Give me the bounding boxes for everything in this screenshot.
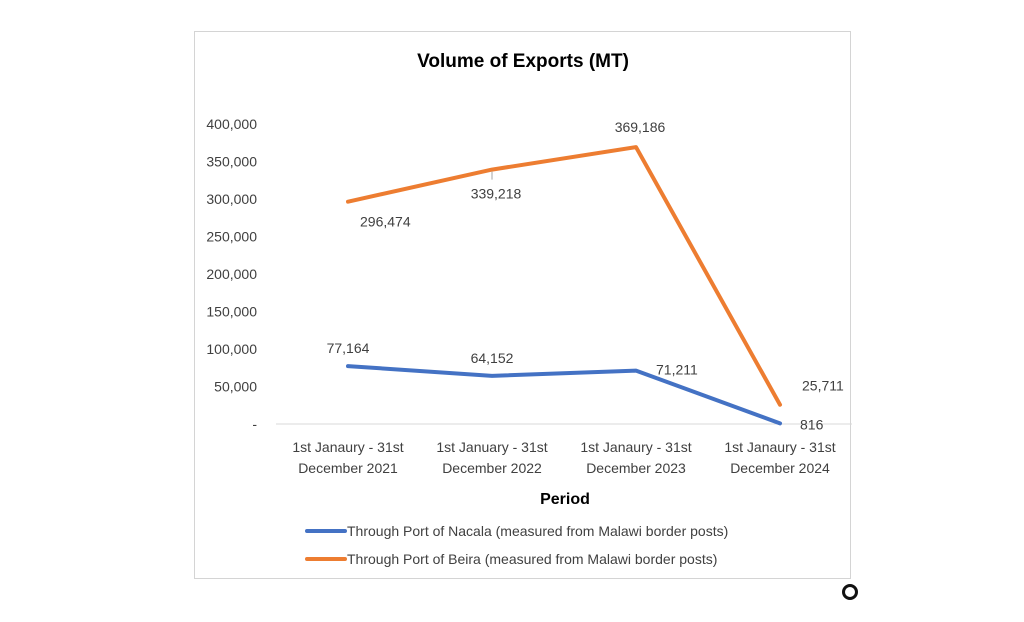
y-tick-label: 100,000 (206, 341, 257, 357)
x-tick-label: 1st Janaury - 31st December 2024 (724, 439, 835, 476)
data-label: 339,218 (471, 186, 522, 202)
x-tick-label-line: December 2023 (586, 460, 686, 476)
series-lines (346, 145, 782, 426)
x-tick-label-line: 1st January - 31st (436, 439, 547, 455)
legend-label: Through Port of Beira (measured from Mal… (347, 551, 717, 567)
x-tick-label-line: 1st Janaury - 31st (292, 439, 403, 455)
x-tick-label-line: 1st Janaury - 31st (580, 439, 691, 455)
x-tick-label: 1st January - 31st December 2022 (436, 439, 547, 476)
chart-area[interactable]: Volume of Exports (MT) - 50,000 100,000 150… (194, 31, 852, 579)
y-tick-label: 150,000 (206, 304, 257, 320)
resize-handle[interactable] (842, 584, 858, 600)
x-tick-label-line: December 2022 (442, 460, 542, 476)
data-label: 816 (800, 416, 824, 432)
data-label: 71,211 (656, 362, 698, 378)
data-label: 25,711 (802, 378, 844, 394)
y-tick-label: 350,000 (206, 154, 257, 170)
x-axis-title: Period (540, 491, 590, 508)
chart-title: Volume of Exports (MT) (417, 51, 629, 72)
y-tick-label: 200,000 (206, 266, 257, 282)
x-tick-label: 1st Janaury - 31st December 2021 (292, 439, 403, 476)
x-tick-label-line: 1st Janaury - 31st (724, 439, 835, 455)
y-tick-label: 50,000 (214, 379, 257, 395)
x-tick-label: 1st Janaury - 31st December 2023 (580, 439, 691, 476)
x-tick-label-line: December 2021 (298, 460, 398, 476)
legend[interactable]: Through Port of Nacala (measured from Ma… (305, 523, 728, 567)
legend-label: Through Port of Nacala (measured from Ma… (347, 523, 728, 539)
y-tick-label: - (252, 416, 257, 432)
data-label: 64,152 (471, 350, 514, 366)
data-label: 296,474 (360, 214, 411, 230)
y-axis-ticks: - 50,000 100,000 150,000 200,000 250,000 300,0… (206, 116, 257, 432)
data-label: 369,186 (615, 119, 666, 135)
line-chart: Volume of Exports (MT) - 50,000 100,000 150… (206, 51, 852, 567)
data-labels: 77,164 64,152 71,211 816 296,474 339,218 369,1… (327, 119, 844, 432)
data-label: 77,164 (327, 340, 370, 356)
y-tick-label: 250,000 (206, 229, 257, 245)
y-tick-label: 300,000 (206, 191, 257, 207)
y-tick-label: 400,000 (206, 116, 257, 132)
series-line-nacala (346, 364, 782, 426)
series-line-beira (346, 145, 782, 407)
x-tick-label-line: December 2024 (730, 460, 830, 476)
x-axis-ticks: 1st Janaury - 31st December 2021 1st Janua… (292, 439, 835, 476)
